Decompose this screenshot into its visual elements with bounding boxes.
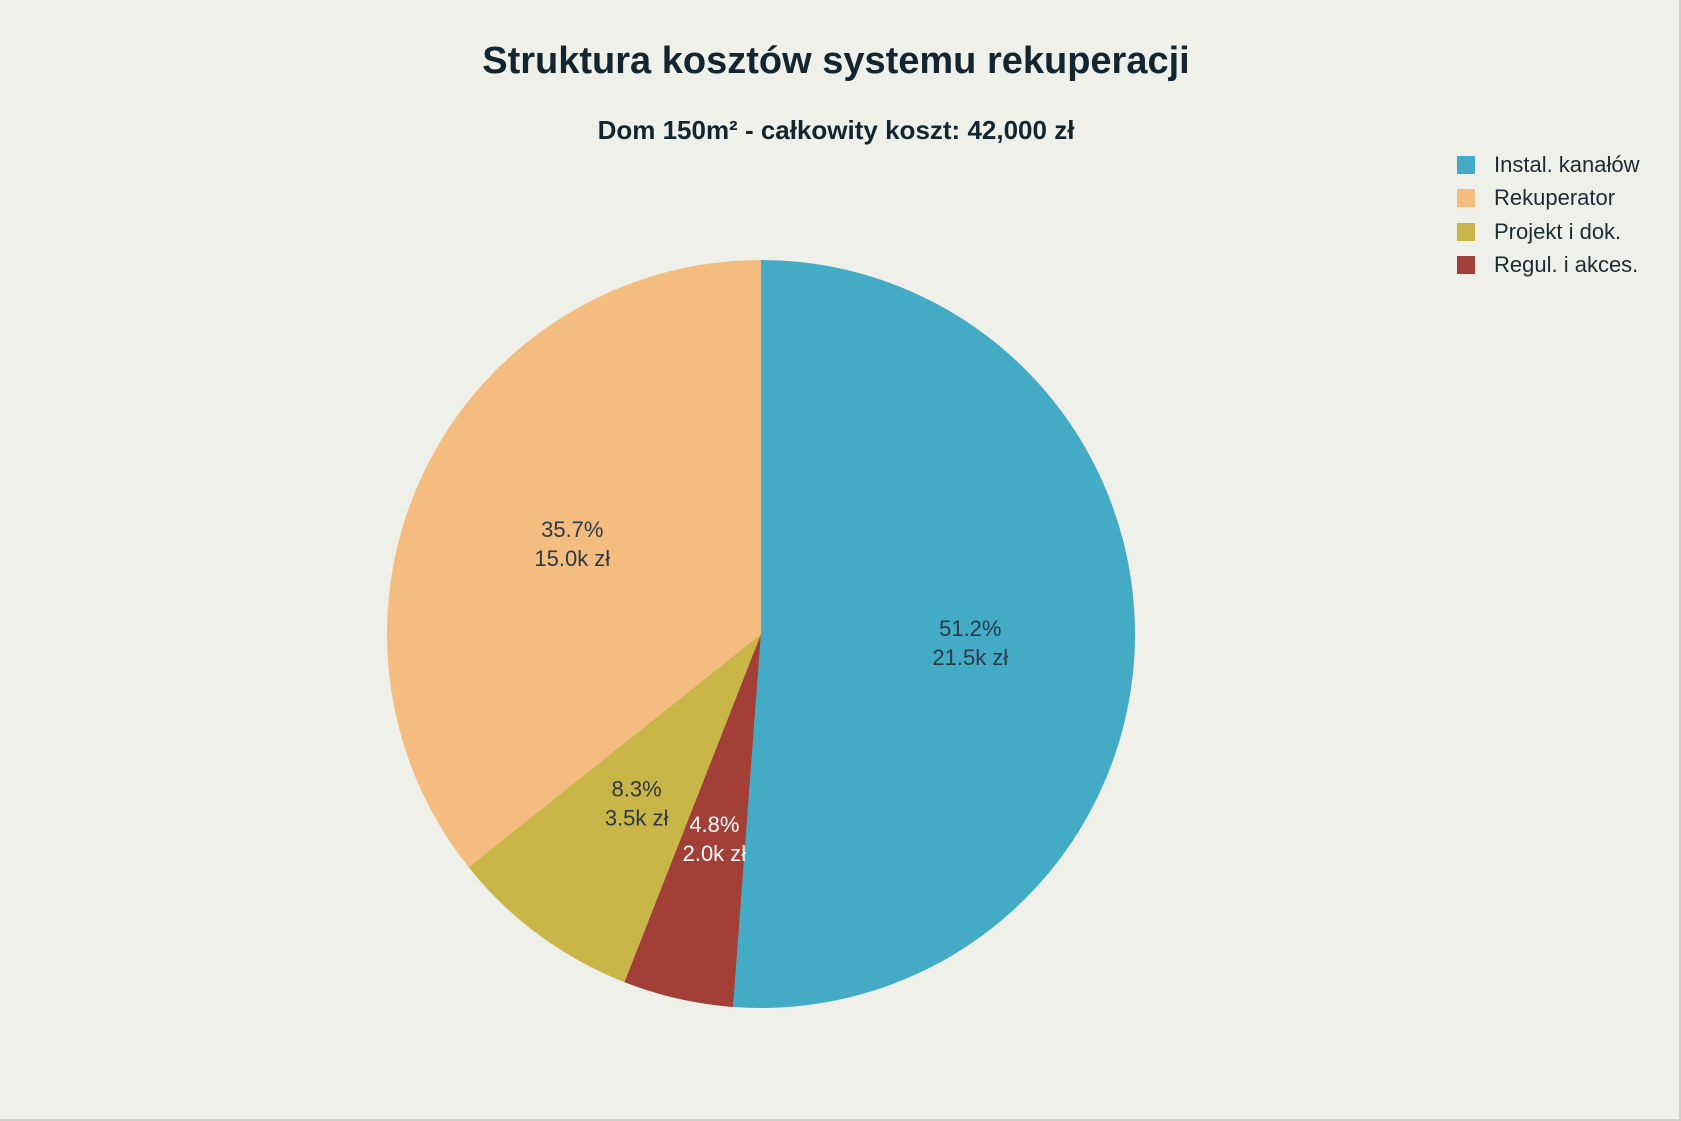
pie-slice[interactable] bbox=[468, 634, 761, 983]
slice-value-label: 15.0k zł bbox=[534, 546, 610, 571]
legend-label: Regul. i akces. bbox=[1494, 252, 1639, 278]
slice-value-label: 21.5k zł bbox=[932, 645, 1008, 670]
slice-value-label: 3.5k zł bbox=[605, 806, 669, 831]
legend: Instal. kanałów Rekuperator Projekt i do… bbox=[1457, 148, 1640, 282]
legend-swatch bbox=[1457, 222, 1475, 241]
slice-percent-label: 4.8% bbox=[689, 812, 739, 837]
slice-percent-label: 35.7% bbox=[541, 517, 603, 542]
legend-item[interactable]: Regul. i akces. bbox=[1457, 249, 1640, 283]
legend-item[interactable]: Rekuperator bbox=[1457, 182, 1640, 216]
legend-swatch bbox=[1457, 256, 1475, 275]
legend-label: Instal. kanałów bbox=[1494, 151, 1640, 177]
pie-slice[interactable] bbox=[624, 634, 761, 1007]
frame-bottom bbox=[0, 1119, 1681, 1121]
frame-edge bbox=[1679, 0, 1681, 1121]
legend-label: Projekt i dok. bbox=[1494, 218, 1622, 244]
pie-slice[interactable] bbox=[733, 260, 1135, 1009]
slice-percent-label: 8.3% bbox=[612, 777, 662, 802]
pie-slices bbox=[387, 260, 1135, 1009]
legend-swatch bbox=[1457, 189, 1475, 208]
slice-percent-label: 51.2% bbox=[939, 616, 1001, 641]
pie-slice[interactable] bbox=[387, 260, 761, 868]
chart-subtitle: Dom 150m² - całkowity koszt: 42,000 zł bbox=[597, 115, 1075, 145]
pie-labels: 51.2% 21.5k zł 4.8% 2.0k zł 8.3% 3.5k zł 35.7%… bbox=[534, 517, 1008, 866]
slice-value-label: 2.0k zł bbox=[683, 841, 747, 866]
legend-item[interactable]: Projekt i dok. bbox=[1457, 215, 1640, 249]
legend-item[interactable]: Instal. kanałów bbox=[1457, 148, 1640, 182]
legend-swatch bbox=[1457, 155, 1475, 174]
legend-label: Rekuperator bbox=[1494, 185, 1616, 211]
chart-title: Struktura kosztów systemu rekuperacji bbox=[482, 40, 1190, 82]
